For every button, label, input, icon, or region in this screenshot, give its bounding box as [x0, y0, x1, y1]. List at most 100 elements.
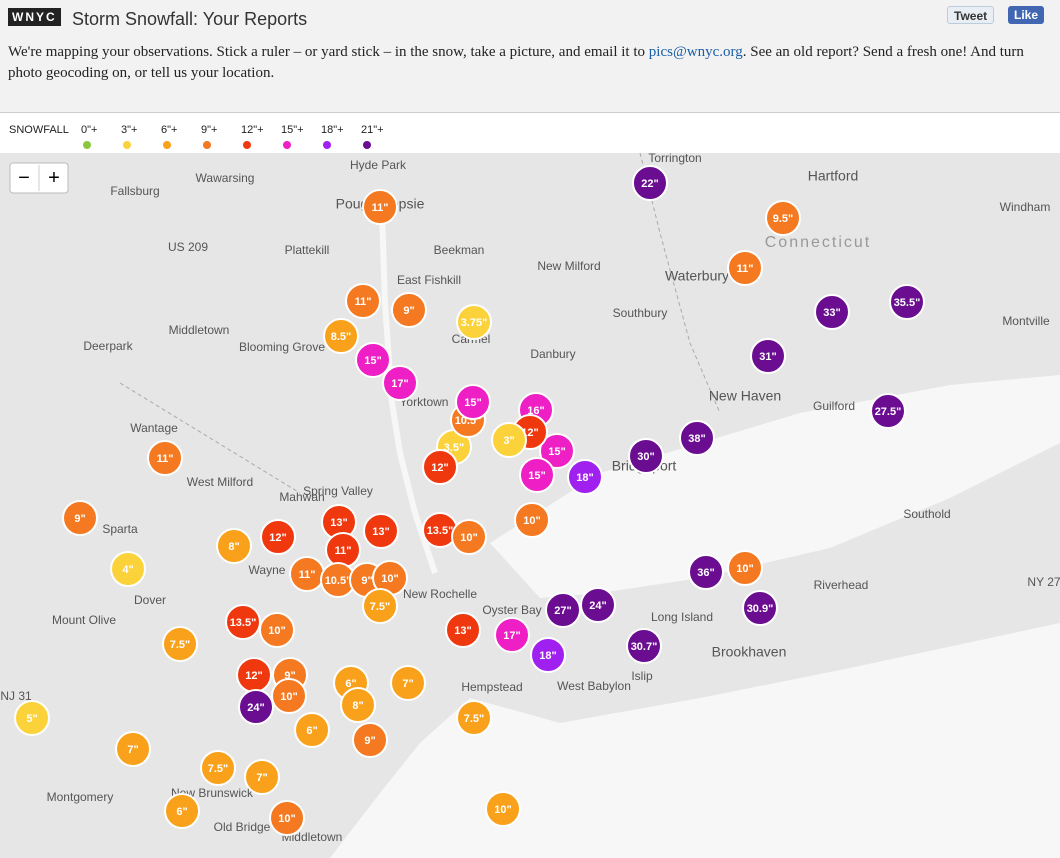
report-dot[interactable]	[491, 422, 527, 458]
report-label[interactable]: 13.5"	[427, 525, 454, 537]
report-label[interactable]: 13.5"	[230, 617, 257, 629]
report-marker[interactable]: 10"	[451, 519, 487, 555]
report-marker[interactable]: 31"	[750, 338, 786, 374]
report-dot[interactable]	[259, 612, 295, 648]
report-dot[interactable]	[147, 440, 183, 476]
report-marker[interactable]: 18"	[567, 459, 603, 495]
report-dot[interactable]	[362, 588, 398, 624]
report-dot[interactable]	[363, 513, 399, 549]
report-marker[interactable]: 4"	[110, 551, 146, 587]
report-label[interactable]: 12"	[269, 532, 286, 544]
report-dot[interactable]	[451, 519, 487, 555]
report-dot[interactable]	[269, 800, 305, 836]
report-marker[interactable]: 12"	[260, 519, 296, 555]
report-marker[interactable]: 16"	[518, 392, 554, 428]
report-label[interactable]: 3.5"	[444, 442, 465, 454]
report-marker[interactable]: 38"	[679, 420, 715, 456]
report-dot[interactable]	[238, 689, 274, 725]
report-marker[interactable]: 8.5"	[323, 318, 359, 354]
report-marker[interactable]: 7"	[390, 665, 426, 701]
report-marker[interactable]: 10"	[259, 612, 295, 648]
report-marker[interactable]: 27.5"	[870, 393, 906, 429]
report-dot[interactable]	[679, 420, 715, 456]
report-label[interactable]: 10"	[736, 563, 753, 575]
report-dot[interactable]	[494, 617, 530, 653]
report-dot[interactable]	[244, 759, 280, 795]
report-label[interactable]: 11"	[355, 296, 372, 308]
report-dot[interactable]	[742, 590, 778, 626]
report-marker[interactable]: 10"	[269, 800, 305, 836]
report-label[interactable]: 11"	[157, 453, 174, 465]
report-marker[interactable]: 11"	[362, 189, 398, 225]
report-dot[interactable]	[889, 284, 925, 320]
report-label[interactable]: 38"	[688, 433, 705, 445]
report-label[interactable]: 7"	[127, 744, 138, 756]
report-label[interactable]: 15"	[464, 397, 481, 409]
report-label[interactable]: 7.5"	[370, 601, 391, 613]
report-dot[interactable]	[422, 449, 458, 485]
report-marker[interactable]: 7.5"	[200, 750, 236, 786]
report-label[interactable]: 36"	[697, 567, 714, 579]
report-marker[interactable]: 11"	[727, 250, 763, 286]
report-marker[interactable]: 24"	[238, 689, 274, 725]
report-label[interactable]: 3.75"	[461, 317, 488, 329]
report-dot[interactable]	[456, 700, 492, 736]
report-dot[interactable]	[530, 637, 566, 673]
report-label[interactable]: 5"	[26, 713, 37, 725]
report-label[interactable]: 18"	[539, 650, 556, 662]
report-label[interactable]: 22"	[641, 178, 658, 190]
zoom-in[interactable]: +	[48, 167, 60, 189]
report-dot[interactable]	[545, 592, 581, 628]
report-dot[interactable]	[390, 665, 426, 701]
report-label[interactable]: 13"	[372, 526, 389, 538]
report-label[interactable]: 7"	[402, 678, 413, 690]
report-marker[interactable]: 13"	[445, 612, 481, 648]
report-label[interactable]: 11"	[737, 263, 754, 275]
report-dot[interactable]	[216, 528, 252, 564]
report-marker[interactable]: 7"	[115, 731, 151, 767]
report-label[interactable]: 17"	[391, 378, 408, 390]
report-label[interactable]: 7.5"	[208, 763, 229, 775]
report-dot[interactable]	[455, 384, 491, 420]
report-dot[interactable]	[514, 502, 550, 538]
report-label[interactable]: 15"	[364, 355, 381, 367]
report-label[interactable]: 13"	[454, 625, 471, 637]
report-dot[interactable]	[628, 438, 664, 474]
report-dot[interactable]	[260, 519, 296, 555]
report-label[interactable]: 3"	[503, 435, 514, 447]
report-dot[interactable]	[445, 612, 481, 648]
report-marker[interactable]: 9.5"	[765, 200, 801, 236]
report-dot[interactable]	[271, 678, 307, 714]
report-marker[interactable]: 9"	[391, 292, 427, 328]
report-label[interactable]: 12"	[431, 462, 448, 474]
report-dot[interactable]	[345, 283, 381, 319]
report-marker[interactable]: 7.5"	[162, 626, 198, 662]
report-marker[interactable]: 27"	[545, 592, 581, 628]
report-dot[interactable]	[162, 626, 198, 662]
report-label[interactable]: 10"	[268, 625, 285, 637]
report-label[interactable]: 17"	[503, 630, 520, 642]
report-label[interactable]: 15"	[548, 446, 565, 458]
report-dot[interactable]	[62, 500, 98, 536]
report-dot[interactable]	[580, 587, 616, 623]
report-marker[interactable]: 6"	[164, 793, 200, 829]
report-label[interactable]: 10"	[278, 813, 295, 825]
report-marker[interactable]: 7"	[244, 759, 280, 795]
report-marker[interactable]: 30.7"	[626, 628, 662, 664]
report-label[interactable]: 10"	[523, 515, 540, 527]
report-marker[interactable]: 36"	[688, 554, 724, 590]
report-label[interactable]: 4"	[122, 564, 133, 576]
report-dot[interactable]	[727, 550, 763, 586]
report-marker[interactable]: 10"	[485, 791, 521, 827]
report-dot[interactable]	[567, 459, 603, 495]
report-marker[interactable]: 15"	[539, 433, 575, 469]
report-label[interactable]: 9.5"	[773, 213, 794, 225]
report-dot[interactable]	[626, 628, 662, 664]
report-dot[interactable]	[688, 554, 724, 590]
report-dot[interactable]	[200, 750, 236, 786]
report-label[interactable]: 10.5"	[325, 575, 352, 587]
report-marker[interactable]: 33"	[814, 294, 850, 330]
report-label[interactable]: 33"	[823, 307, 840, 319]
report-dot[interactable]	[225, 604, 261, 640]
report-marker[interactable]: 10"	[727, 550, 763, 586]
